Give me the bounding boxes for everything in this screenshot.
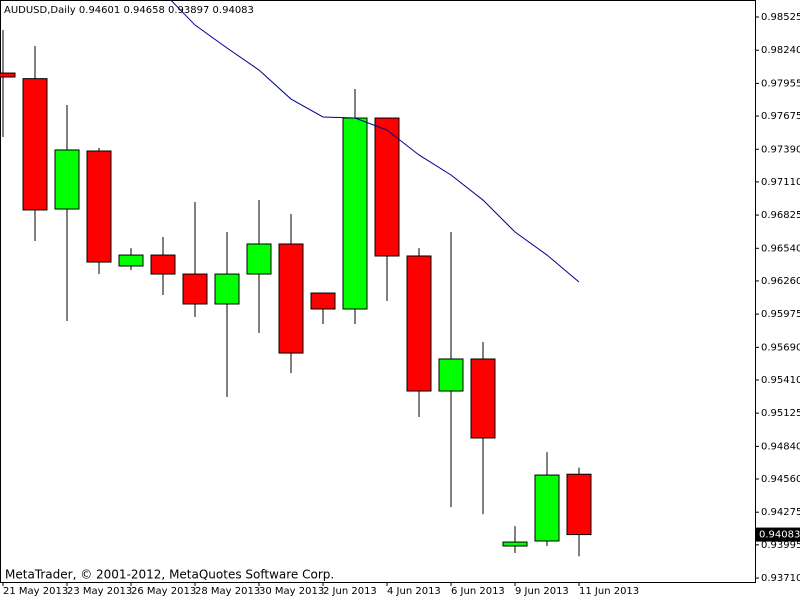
x-tick-label: 2 Jun 2013 <box>323 586 377 597</box>
y-tick-label: 0.95975 <box>761 309 800 320</box>
candle-body <box>150 254 176 275</box>
moving-average <box>170 0 580 283</box>
candle-body <box>502 541 528 547</box>
plot-frame <box>0 0 756 583</box>
header-low: 0.93897 <box>168 5 209 16</box>
candle-body <box>566 473 592 536</box>
y-tick-label: 0.97110 <box>761 177 800 188</box>
candle-body <box>438 358 464 392</box>
y-tick-label: 0.97390 <box>761 144 800 155</box>
candle-body <box>86 150 112 263</box>
x-tick-label: 21 May 2013 <box>3 586 68 597</box>
x-tick-label: 23 May 2013 <box>67 586 132 597</box>
chart-header: AUDUSD,Daily 0.94601 0.94658 0.93897 0.9… <box>4 5 254 16</box>
x-tick-label: 6 Jun 2013 <box>451 586 505 597</box>
y-tick-label: 0.94560 <box>761 474 800 485</box>
symbol: AUDUSD,Daily <box>4 5 76 16</box>
y-tick-label: 0.97955 <box>761 78 800 89</box>
x-tick-label: 11 Jun 2013 <box>579 586 639 597</box>
candle-body <box>342 117 368 310</box>
candle-body <box>0 72 16 78</box>
x-tick-label: 9 Jun 2013 <box>515 586 569 597</box>
candle-body <box>374 117 400 257</box>
y-tick-label: 0.94840 <box>761 441 800 452</box>
y-tick-label: 0.93710 <box>761 573 800 584</box>
plot-area <box>0 0 592 557</box>
candle-body <box>470 358 496 439</box>
y-tick-label: 0.95125 <box>761 408 800 419</box>
x-tick-label: 28 May 2013 <box>195 586 260 597</box>
candle-body <box>534 474 560 542</box>
y-tick-label: 0.98525 <box>761 12 800 23</box>
y-tick-label: 0.95690 <box>761 342 800 353</box>
candle-body <box>278 243 304 354</box>
candle-body <box>214 273 240 305</box>
x-tick-label: 4 Jun 2013 <box>387 586 441 597</box>
copyright: MetaTrader, © 2001-2012, MetaQuotes Soft… <box>5 568 334 582</box>
candle-body <box>310 292 336 310</box>
candle-body <box>22 78 48 211</box>
y-tick-label: 0.96540 <box>761 243 800 254</box>
header-close: 0.94083 <box>213 5 254 16</box>
x-tick-label: 26 May 2013 <box>131 586 196 597</box>
header-high: 0.94658 <box>123 5 164 16</box>
price-box <box>756 527 800 542</box>
current-price: 0.94083 <box>759 530 800 541</box>
candle-body <box>182 273 208 305</box>
y-tick-label: 0.96260 <box>761 276 800 287</box>
y-tick-label: 0.94275 <box>761 507 800 518</box>
y-tick-label: 0.93995 <box>761 540 800 551</box>
y-tick-label: 0.95410 <box>761 375 800 386</box>
candle-body <box>54 149 80 210</box>
y-tick-label: 0.98240 <box>761 45 800 56</box>
candle-body <box>246 243 272 275</box>
y-tick-label: 0.97675 <box>761 111 800 122</box>
header-open: 0.94601 <box>79 5 120 16</box>
y-tick-label: 0.96825 <box>761 210 800 221</box>
x-tick-label: 30 May 2013 <box>259 586 324 597</box>
candle-body <box>406 255 432 392</box>
candle-body <box>118 254 144 267</box>
